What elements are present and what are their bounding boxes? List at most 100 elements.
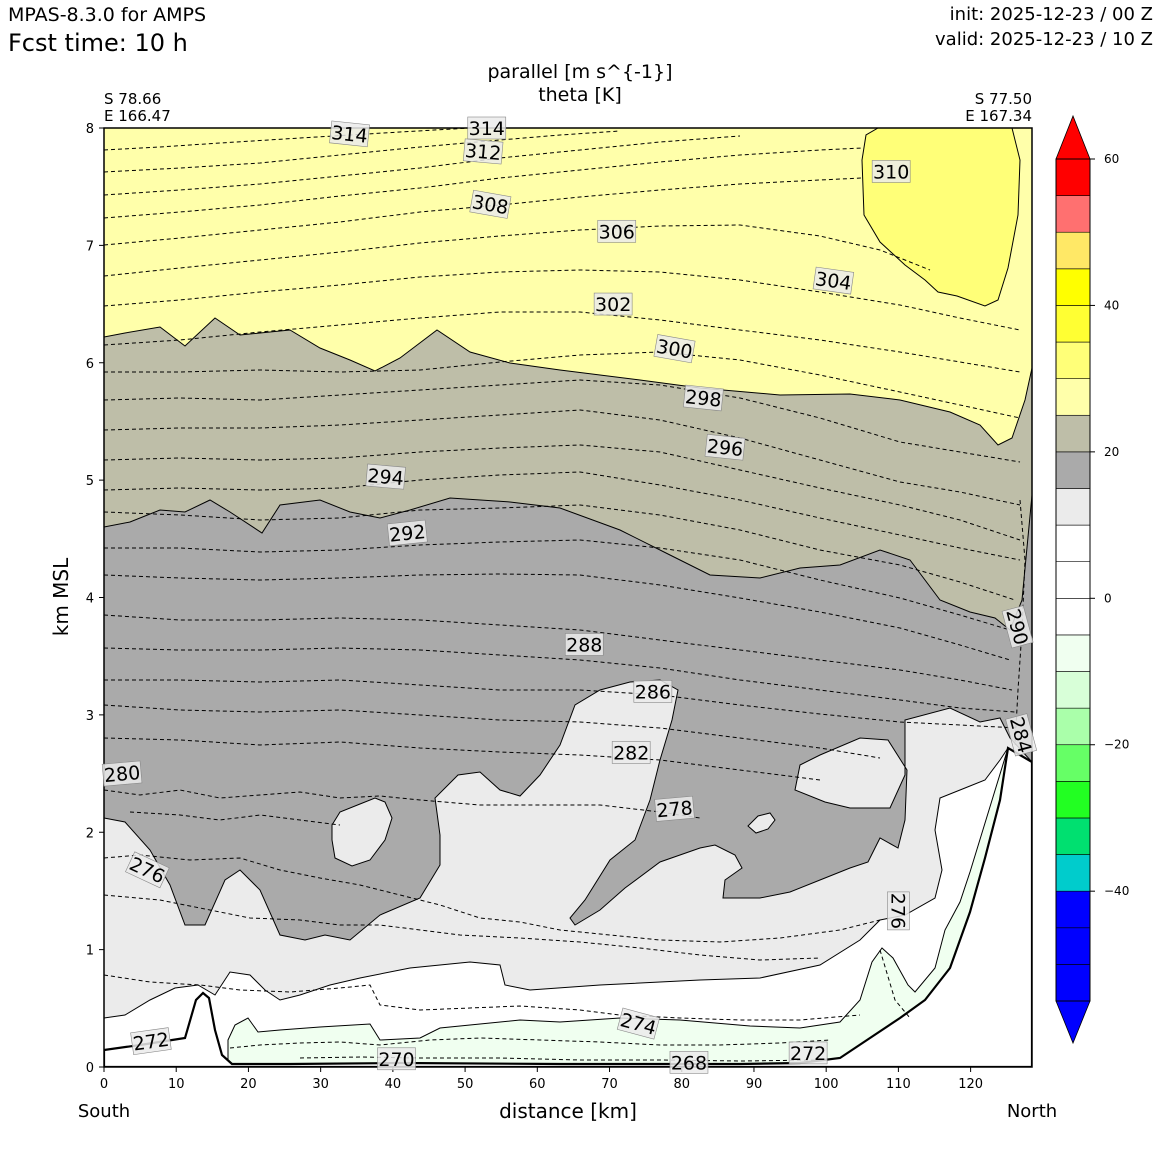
colorbar-bin	[1055, 707, 1091, 746]
north-label: North	[1007, 1101, 1057, 1122]
colorbar-tick-label: 20	[1104, 445, 1119, 459]
theta-label-group: 314 3143123103083063043023002982962942922…	[101, 116, 1038, 1074]
theta-label: 298	[683, 384, 724, 412]
theta-label-box	[101, 760, 143, 787]
theta-label-text: 292	[388, 521, 426, 547]
theta-label-box	[597, 219, 637, 243]
x-tick-label: 80	[673, 1077, 690, 1092]
y-tick-label: 1	[86, 944, 94, 959]
init-time: init: 2025-12-23 / 00 Z	[949, 4, 1153, 25]
x-tick-label: 30	[312, 1077, 329, 1092]
theta-label-box	[469, 189, 512, 219]
x-tick-label: 50	[457, 1077, 474, 1092]
forecast-time: Fcst time: 10 h	[8, 29, 188, 57]
theta-label-text: 280	[103, 762, 141, 787]
theta-label: 282	[611, 741, 651, 764]
theta-label-text: 304	[814, 268, 853, 295]
theta-label-text: 282	[613, 742, 649, 764]
theta-label-text: 272	[790, 1043, 826, 1065]
theta-label-box	[683, 384, 724, 412]
chart-title: parallel [m s^{-1}]	[487, 61, 672, 83]
x-tick-label: 0	[100, 1077, 108, 1092]
x-tick-label: 40	[385, 1077, 402, 1092]
theta-label: 288	[564, 633, 604, 656]
terrain-ground	[104, 746, 1032, 1067]
left-lat-label: S 78.66	[104, 90, 161, 108]
x-tick-label: 20	[240, 1077, 257, 1092]
theta-label: 312	[462, 138, 504, 165]
theta-label-text: 272	[132, 1029, 171, 1056]
theta-label-text: 286	[635, 681, 671, 703]
theta-label: 304	[812, 266, 855, 295]
theta-label-text: 276	[886, 893, 908, 929]
theta-label-box	[386, 519, 428, 547]
chart-subtitle: theta [K]	[538, 84, 622, 106]
theta-label: 274	[616, 1007, 660, 1040]
colorbar-bin	[1055, 927, 1091, 965]
theta-label-box	[812, 266, 855, 295]
theta-label: 272	[130, 1027, 172, 1056]
theta-label-box	[1005, 713, 1038, 757]
y-tick-label: 2	[86, 826, 94, 841]
south-label: South	[78, 1101, 130, 1122]
model-title: MPAS-8.3.0 for AMPS	[8, 4, 207, 26]
theta-label-text: 306	[599, 221, 635, 243]
theta-label-text: 296	[706, 435, 744, 461]
theta-label-text: 302	[595, 294, 631, 316]
colorbar-bin	[1055, 817, 1091, 855]
x-tick-label: 70	[601, 1077, 618, 1092]
theta-label: 270	[377, 1047, 416, 1071]
colorbar-bin	[1055, 195, 1091, 233]
colorbar-bin	[1055, 890, 1091, 929]
y-axis: 0 1 2 3 4 5 6 7 8	[86, 122, 104, 1076]
theta-label: 276	[886, 891, 910, 931]
left-lon-label: E 166.47	[104, 107, 171, 125]
theta-label: 302	[593, 292, 633, 316]
theta-label: 314	[467, 116, 507, 140]
theta-contour-lines	[104, 128, 1026, 1062]
colorbar-bin	[1055, 378, 1091, 416]
theta-label-box	[125, 851, 170, 889]
theta-label-text: 278	[656, 797, 694, 822]
colorbar-bin	[1055, 854, 1091, 892]
colorbar-tick-label: −20	[1104, 738, 1129, 752]
theta-label-box	[633, 680, 673, 703]
theta-label-box	[329, 120, 370, 148]
colorbar-bin	[1055, 744, 1091, 782]
colorbar-bin	[1055, 414, 1091, 453]
x-tick-label: 100	[814, 1077, 839, 1092]
x-axis: 0 10 20 30 40 50 60 70 80 90 100 110 120	[100, 1067, 983, 1092]
colorbar-under-arrow	[1055, 1000, 1091, 1045]
white-region	[104, 747, 1032, 1067]
x-tick-label: 120	[958, 1077, 983, 1092]
colorbar-bin	[1055, 341, 1091, 379]
right-lat-label: S 77.50	[975, 90, 1032, 108]
y-tick-label: 4	[86, 592, 94, 607]
colorbar-bin	[1055, 781, 1091, 819]
theta-label-box	[130, 1027, 172, 1056]
theta-label-box	[616, 1007, 660, 1040]
colorbar-bin	[1055, 231, 1091, 270]
light-gray-pocket-small	[747, 812, 776, 834]
colorbar-frame	[1055, 158, 1091, 1002]
theta-label: 296	[704, 434, 746, 461]
colorbar-tick-label: 60	[1104, 152, 1119, 166]
x-tick-label: 60	[529, 1077, 546, 1092]
theta-label-text: 268	[671, 1052, 707, 1074]
y-tick-label: 5	[86, 474, 94, 489]
colorbar-tick-label: −40	[1104, 884, 1129, 898]
theta-label: 268	[669, 1051, 709, 1074]
theta-label: 306	[597, 219, 637, 243]
light-gray-pocket-left	[331, 797, 393, 867]
colorbar-bin	[1055, 488, 1091, 526]
y-tick-label: 0	[86, 1061, 94, 1076]
y-tick-label: 3	[86, 709, 94, 724]
theta-label: 272	[788, 1041, 828, 1065]
theta-label-text: 270	[378, 1049, 414, 1071]
colorbar-bin	[1055, 305, 1091, 343]
theta-label: 310	[871, 160, 911, 183]
x-axis-label: distance [km]	[499, 1099, 637, 1123]
colorbar: 60 40 20 0 −20 −40	[1055, 114, 1129, 1045]
colorbar-bin	[1055, 158, 1091, 196]
